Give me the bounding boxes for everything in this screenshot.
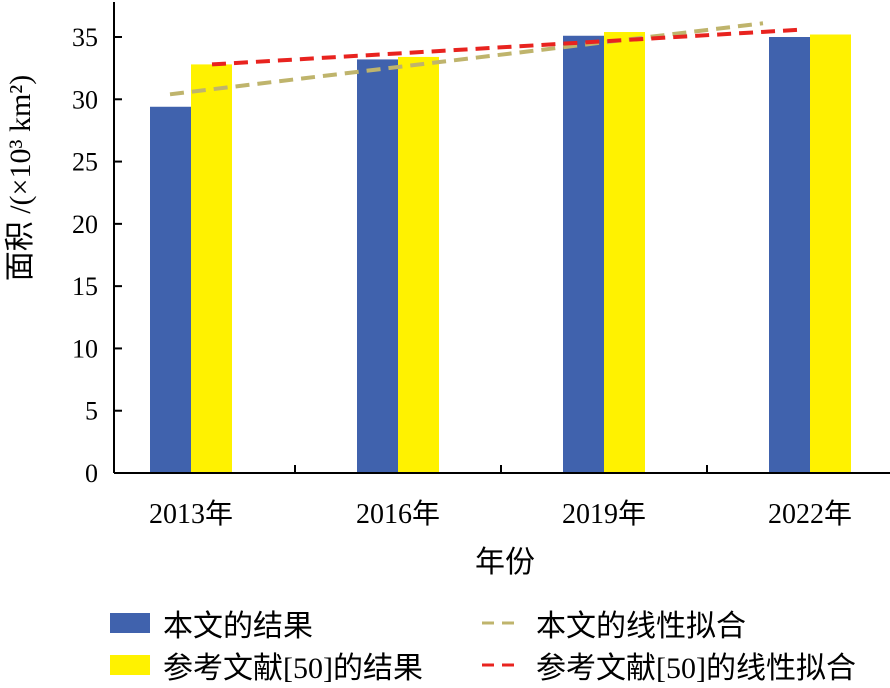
x-tick-label: 2019年 <box>562 498 646 530</box>
bar-this-study-3 <box>769 37 810 473</box>
y-ticks-group: 0 5 10 15 20 25 30 35 <box>72 23 122 488</box>
x-axis-title: 年份 <box>475 546 535 579</box>
bar-this-study-0 <box>150 106 191 473</box>
legend-swatch-this-study <box>110 613 150 633</box>
y-tick-label: 0 <box>85 459 98 488</box>
y-tick-label: 5 <box>85 397 98 426</box>
bar-this-study-1 <box>357 59 398 474</box>
x-tick-label: 2016年 <box>356 498 440 530</box>
y-tick-label: 25 <box>72 148 98 177</box>
y-tick-label: 30 <box>72 85 98 114</box>
bar-reference-50-2 <box>604 32 645 473</box>
y-tick-label: 15 <box>72 272 98 301</box>
y-tick-label: 35 <box>72 23 98 52</box>
legend-label-this-study: 本文的结果 <box>163 610 313 643</box>
legend-label-this-study-fit: 本文的线性拟合 <box>536 610 746 643</box>
x-tick-label: 2022年 <box>768 498 852 530</box>
trendline-reference-50 <box>211 27 804 67</box>
bar-reference-50-0 <box>191 64 232 474</box>
bar-reference-50-3 <box>810 34 851 473</box>
bar-this-study-2 <box>563 35 604 474</box>
trendlines-group <box>169 21 804 97</box>
x-tick-label: 2013年 <box>149 498 233 530</box>
legend-label-reference-50-fit: 参考文献[50]的线性拟合 <box>536 652 856 685</box>
bars-group <box>150 32 851 474</box>
bar-reference-50-1 <box>398 56 439 473</box>
legend-swatch-reference-50 <box>110 655 150 675</box>
trendline-this-study <box>169 21 764 97</box>
y-tick-label: 20 <box>72 210 98 239</box>
legend-label-reference-50: 参考文献[50]的结果 <box>163 652 423 685</box>
y-tick-label: 10 <box>72 334 98 363</box>
y-axis-title: 面积 /(×10³ km²) <box>4 75 37 282</box>
x-ticks-group: 2013年 2016年 2019年 2022年 <box>149 465 852 530</box>
